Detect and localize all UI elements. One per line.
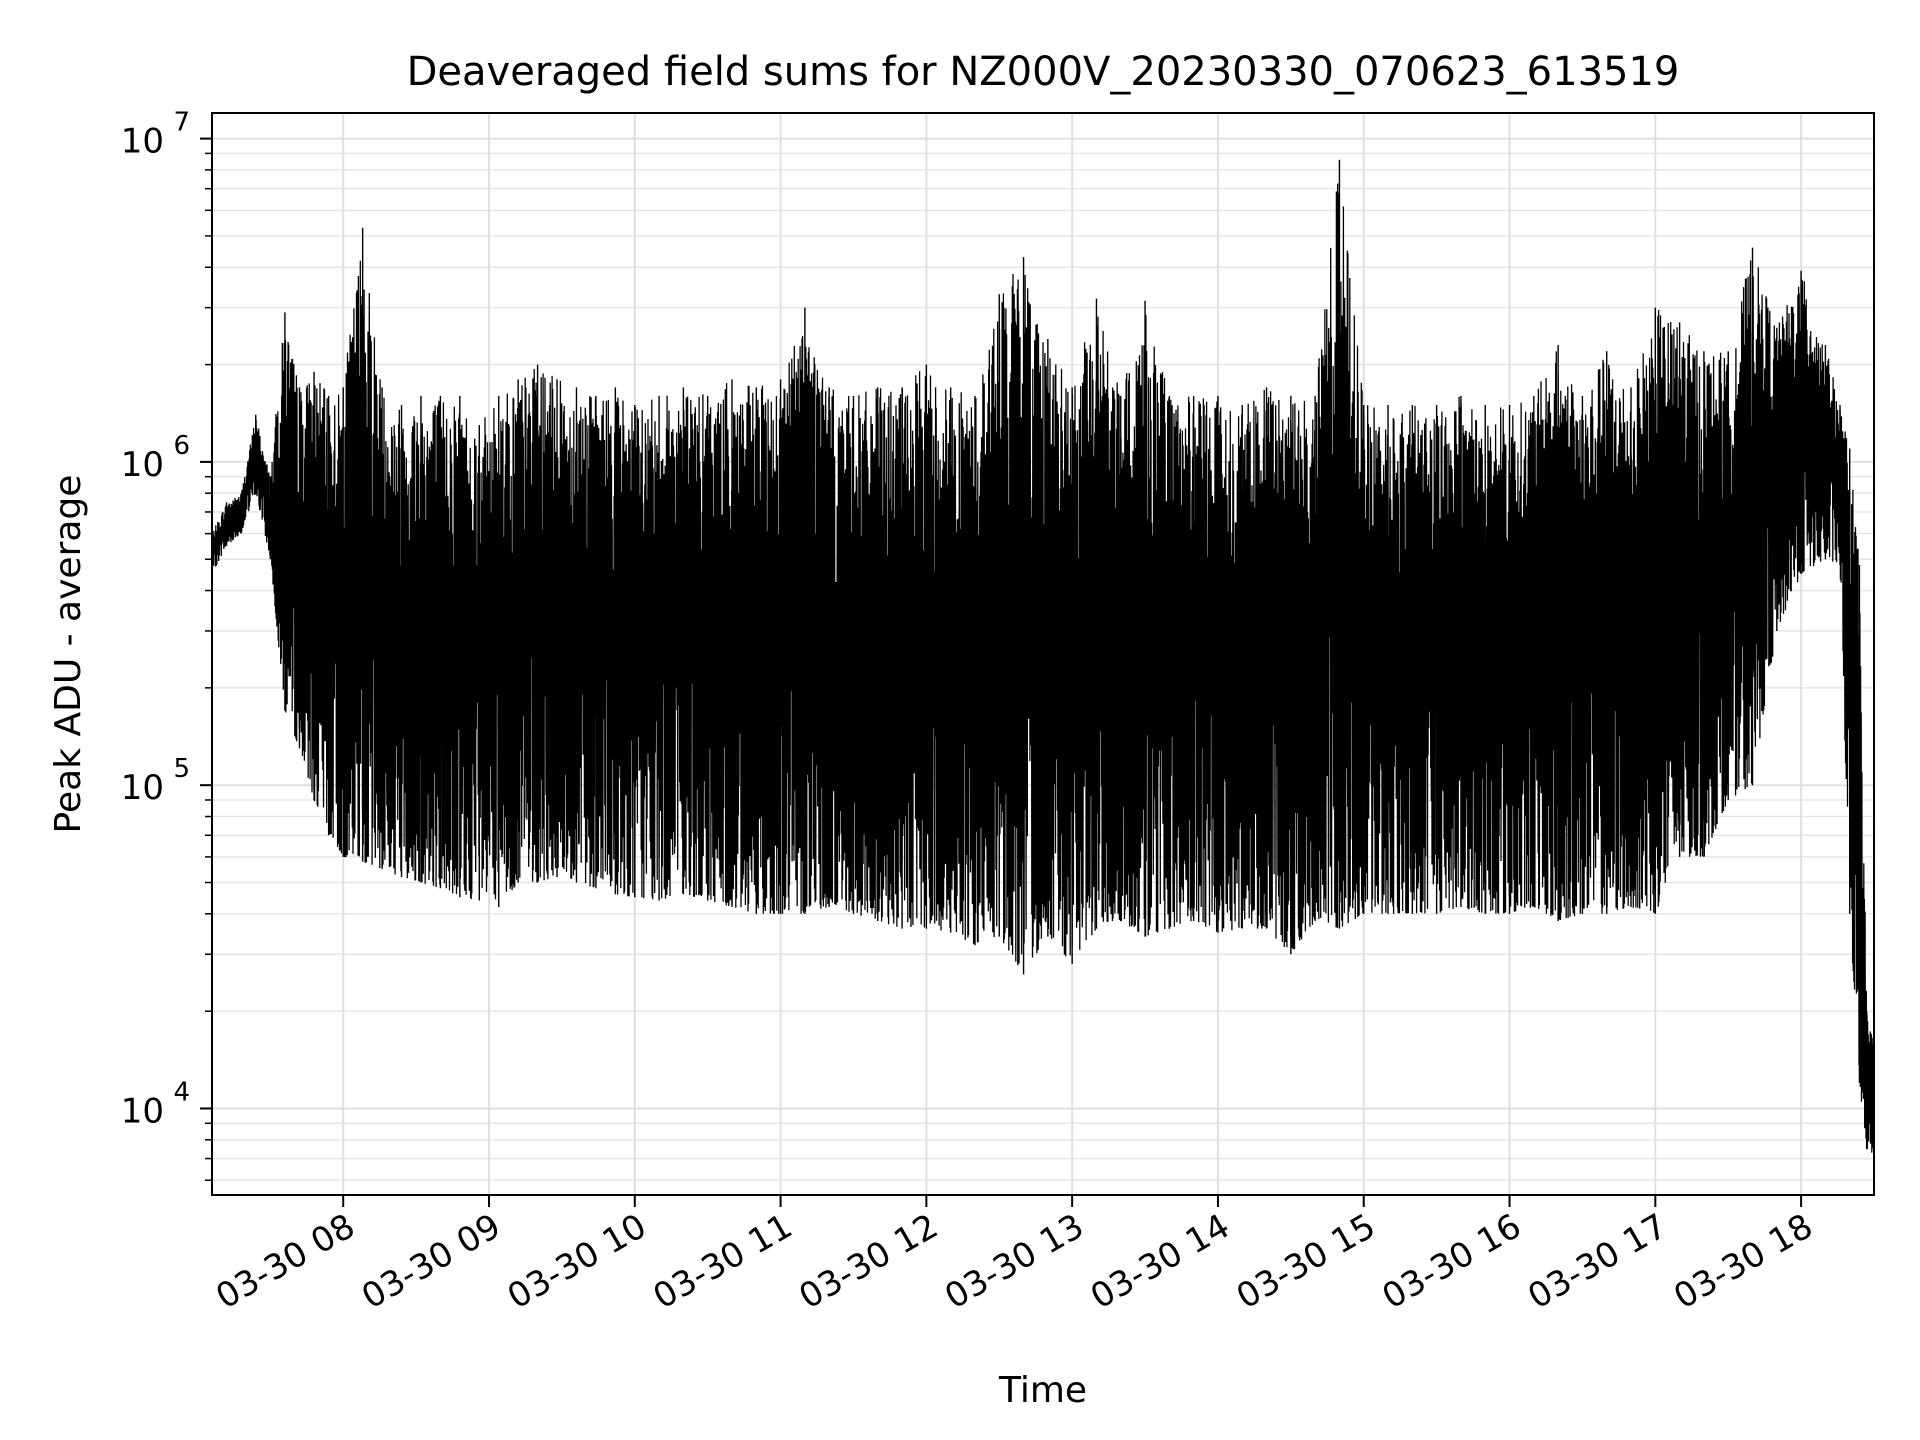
y-axis-label: Peak ADU - average bbox=[48, 475, 89, 834]
y-tick-label: 10 bbox=[121, 1091, 164, 1131]
axes-frame bbox=[211, 112, 1875, 1196]
y-tick-exponent: 7 bbox=[173, 108, 190, 138]
y-tick-exponent: 4 bbox=[173, 1077, 190, 1107]
chart-title: Deaveraged field sums for NZ000V_2023033… bbox=[407, 49, 1680, 95]
x-axis-label: Time bbox=[998, 1370, 1087, 1411]
y-tick-exponent: 6 bbox=[173, 431, 190, 461]
y-tick-exponent: 5 bbox=[173, 754, 190, 784]
y-tick-label: 10 bbox=[121, 122, 164, 162]
series-line bbox=[211, 183, 1875, 1153]
plot-area bbox=[211, 159, 1875, 1155]
y-tick-label: 10 bbox=[121, 445, 164, 485]
y-tick-label: 10 bbox=[121, 768, 164, 808]
